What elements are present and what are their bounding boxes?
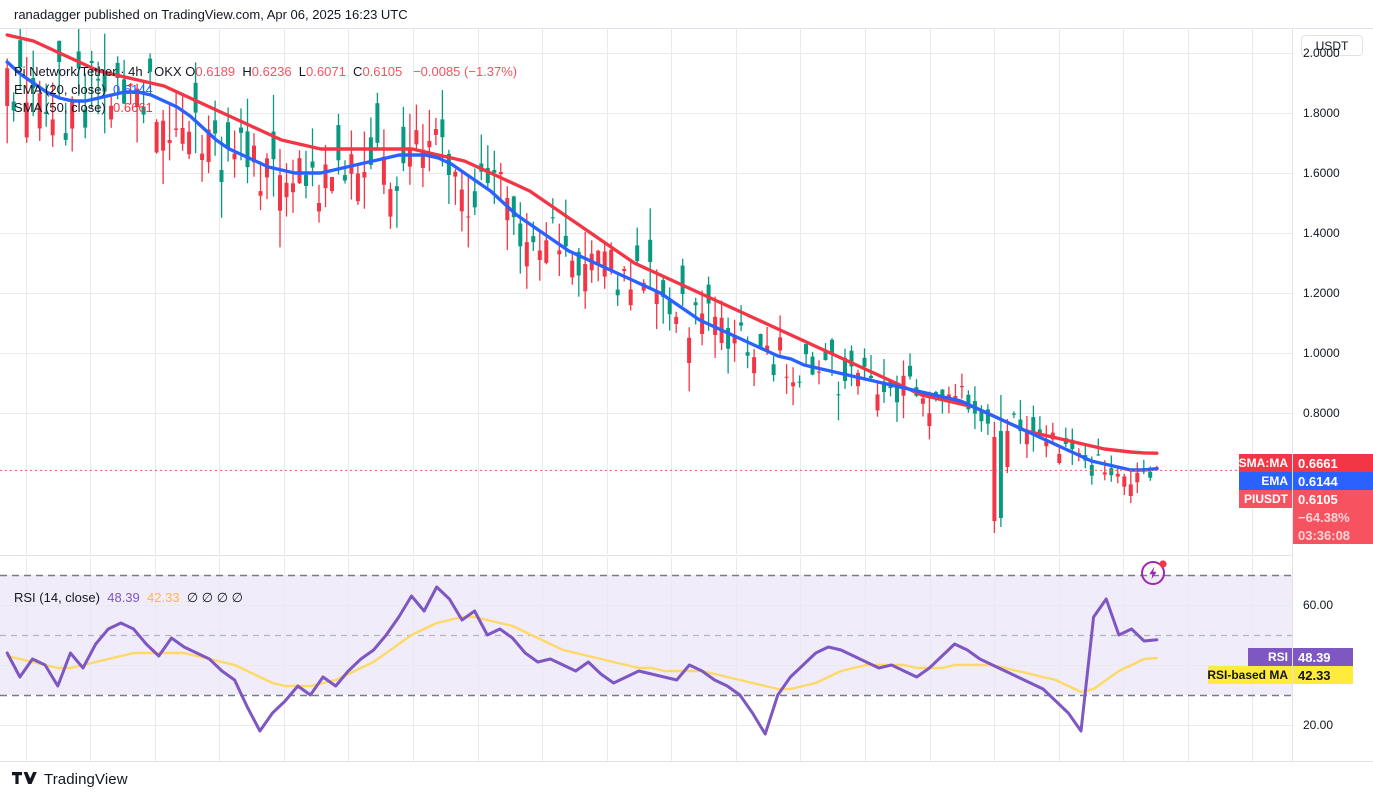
price-tick: 0.8000 [1303, 406, 1340, 420]
price-tick: 1.6000 [1303, 166, 1340, 180]
ema-line [5, 60, 1159, 472]
sma-line [5, 33, 1159, 455]
rsi-tick: 60.00 [1303, 598, 1334, 612]
rsi-ma-line [6, 615, 1158, 694]
publisher-bar: ranadagger published on TradingView.com,… [0, 0, 1373, 28]
price-tick: 1.0000 [1303, 346, 1340, 360]
rsi-line [5, 585, 1159, 736]
status-badge-last-price[interactable]: 0.6105 −64.38% 03:36:08 [1293, 490, 1373, 544]
unit-chip[interactable]: USDT [1301, 35, 1363, 56]
rsi-tick: 20.00 [1303, 718, 1334, 732]
lightning-alert-icon[interactable] [1139, 557, 1169, 587]
status-badge-rsi-ma-name[interactable]: RSI-based MA [1207, 666, 1292, 684]
status-badge-rsi-name[interactable]: RSI [1248, 648, 1292, 666]
price-tick: 1.4000 [1303, 226, 1340, 240]
candlestick-series [5, 29, 1159, 533]
price-tick: 1.2000 [1303, 286, 1340, 300]
status-badge-rsi-value[interactable]: 48.39 [1293, 648, 1353, 666]
price-tick: 2.0000 [1303, 46, 1340, 60]
rsi-band [0, 575, 1292, 695]
status-badge-rsi-ma-value[interactable]: 42.33 [1293, 666, 1353, 684]
countdown-timer: 03:36:08 [1298, 528, 1351, 543]
footer: TradingView [0, 762, 1373, 796]
rsi-vgridlines [26, 557, 1253, 761]
status-badge-ema-name[interactable]: EMA [1239, 472, 1292, 490]
rsi-pane[interactable] [0, 557, 1292, 761]
price-pane[interactable] [0, 29, 1292, 554]
price-plot [0, 29, 1292, 554]
status-badge-symbol-name[interactable]: PIUSDT [1239, 490, 1292, 508]
price-tick: 1.8000 [1303, 106, 1340, 120]
tradingview-brand: TradingView [44, 770, 128, 788]
rsi-plot [0, 557, 1292, 761]
tradingview-logo-icon [12, 771, 38, 787]
last-price-value: 0.6105 [1298, 492, 1338, 507]
status-badge-sma-name[interactable]: SMA:MA [1239, 454, 1292, 472]
status-badge-sma-value[interactable]: 0.6661 [1293, 454, 1373, 472]
chart-frame[interactable]: USDT 2.0000 1.8000 1.6000 1.4000 1.2000 … [0, 28, 1373, 791]
price-axis[interactable]: USDT 2.0000 1.8000 1.6000 1.4000 1.2000 … [1292, 29, 1373, 763]
last-price-change: −64.38% [1298, 510, 1350, 525]
status-badge-ema-value[interactable]: 0.6144 [1293, 472, 1373, 490]
pane-divider [0, 555, 1292, 556]
publisher-text: ranadagger published on TradingView.com,… [14, 6, 408, 22]
